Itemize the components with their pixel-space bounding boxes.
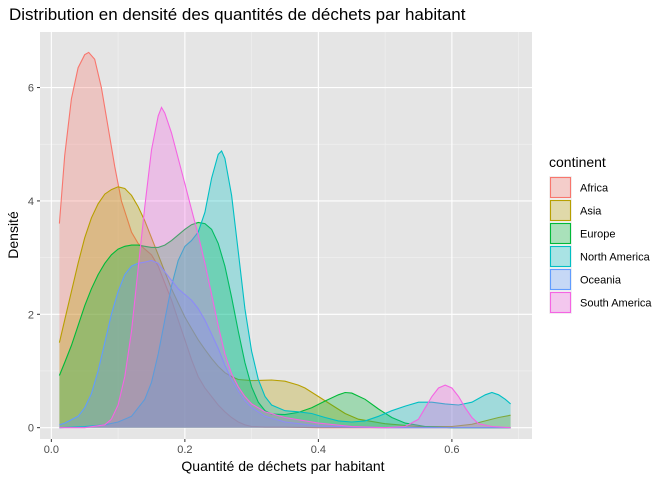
legend-key-africa (549, 176, 572, 199)
legend-key-bg (549, 245, 572, 268)
density-line-asia (58, 186, 511, 428)
x-axis-ticks: 0.0 0.2 0.4 0.6 (44, 439, 460, 456)
x-tick-label: 0.2 (177, 444, 192, 456)
legend-key-bg (549, 199, 572, 222)
density-area-north-america (59, 151, 511, 428)
density-areas (58, 51, 511, 429)
legend-label-europe: Europe (580, 229, 615, 241)
y-tick-label: 4 (28, 196, 34, 208)
density-line-africa (58, 51, 511, 429)
legend-key-north-america (549, 245, 572, 268)
y-tick-label: 6 (28, 83, 34, 95)
legend-key-europe (549, 222, 572, 245)
legend-label-north-america: North America (580, 252, 651, 264)
x-tick-label: 0.0 (44, 444, 59, 456)
grid-lines (40, 32, 532, 439)
x-axis-title: Quantité de déchets par habitant (181, 458, 384, 474)
density-line-europe (58, 221, 511, 429)
legend-key-bg (549, 291, 572, 314)
density-area-africa (59, 52, 511, 428)
density-area-south-america (59, 107, 511, 428)
density-area-oceania (59, 260, 511, 428)
legend-label-africa: Africa (580, 183, 609, 195)
legend-title: continent (549, 154, 606, 170)
legend: continent Africa Asia Europe North America O… (549, 154, 652, 314)
legend-key-bg (549, 268, 572, 291)
legend-key-oceania (549, 268, 572, 291)
y-axis-ticks: 0 2 4 6 (28, 83, 40, 435)
legend-label-south-america: South America (580, 298, 652, 310)
legend-key-asia (549, 199, 572, 222)
y-tick-label: 2 (28, 309, 34, 321)
density-line-south-america (59, 106, 511, 429)
legend-key-south-america (549, 291, 572, 314)
density-area-asia (59, 186, 511, 428)
y-axis-title: Densité (5, 211, 21, 259)
legend-key-bg (549, 222, 572, 245)
density-line-north-america (59, 150, 511, 429)
x-tick-label: 0.4 (311, 444, 326, 456)
x-tick-label: 0.6 (444, 444, 459, 456)
density-line-oceania (59, 259, 511, 429)
legend-key-bg (549, 176, 572, 199)
chart-title: Distribution en densité des quantités de… (9, 5, 466, 24)
legend-label-oceania: Oceania (580, 275, 622, 287)
density-area-europe (59, 222, 511, 428)
y-tick-label: 0 (28, 423, 34, 435)
legend-label-asia: Asia (580, 206, 602, 218)
